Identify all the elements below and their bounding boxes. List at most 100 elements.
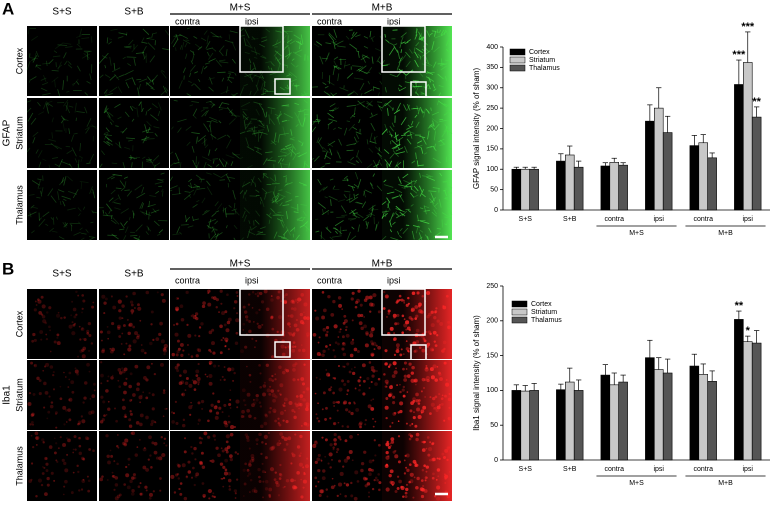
cell-dot <box>409 479 413 483</box>
cell-dot <box>334 433 337 436</box>
cell-dot <box>448 417 451 420</box>
cell-dot <box>360 377 362 379</box>
cell-dot <box>262 481 264 483</box>
cell-dot <box>406 347 409 350</box>
cell-dot <box>161 453 165 457</box>
cell-dot <box>333 448 335 450</box>
cell-dot <box>121 304 124 307</box>
cell-dot <box>140 413 144 417</box>
cell-dot <box>224 471 228 475</box>
cell-dot <box>148 435 152 439</box>
cell-dot <box>154 373 156 375</box>
cell-dot <box>318 481 320 483</box>
cell-dot <box>306 387 309 390</box>
cell-dot <box>139 423 143 427</box>
cell-dot <box>427 346 429 348</box>
cell-dot <box>151 441 154 444</box>
cell-dot <box>431 403 435 407</box>
cell-dot <box>63 372 65 374</box>
cell-dot <box>67 386 69 388</box>
cell-dot <box>35 431 39 435</box>
cell-dot <box>176 323 179 326</box>
bar <box>699 374 708 460</box>
cell-dot <box>110 450 112 452</box>
cell-dot <box>279 464 281 466</box>
cell-dot <box>323 309 327 313</box>
cell-dot <box>112 306 116 310</box>
cell-dot <box>422 378 425 381</box>
cell-dot <box>141 349 145 353</box>
cell-dot <box>385 385 387 387</box>
cell-dot <box>197 381 200 384</box>
cell-dot <box>244 346 247 349</box>
cell-dot <box>352 319 354 321</box>
cell-dot <box>443 341 447 345</box>
error-bar <box>558 384 563 390</box>
cell-dot <box>404 472 406 474</box>
cell-dot <box>246 409 250 413</box>
cell-dot <box>214 406 218 410</box>
cell-dot <box>264 289 268 293</box>
cell-dot <box>171 411 173 413</box>
micrograph-background <box>99 98 169 168</box>
cell-dot <box>349 371 352 374</box>
cell-dot <box>264 413 267 416</box>
cell-dot <box>352 459 354 461</box>
cell-dot <box>118 335 121 338</box>
cell-dot <box>329 452 333 456</box>
cell-dot <box>338 422 340 424</box>
cell-dot <box>248 293 251 296</box>
cell-dot <box>418 309 422 313</box>
row-label: Cortex <box>14 310 24 337</box>
cell-dot <box>50 351 52 353</box>
cell-dot <box>51 472 54 475</box>
cell-dot <box>385 417 387 419</box>
cell-dot <box>432 364 436 368</box>
cell-dot <box>401 331 404 334</box>
micrograph-background <box>27 431 97 501</box>
bar <box>521 391 530 460</box>
cell-dot <box>31 462 33 464</box>
group-header: M+B <box>372 3 393 14</box>
micrograph <box>382 98 452 168</box>
cell-dot <box>350 341 354 345</box>
micrograph <box>99 170 169 240</box>
row-label: Striatum <box>14 378 24 412</box>
cell-dot <box>157 291 159 293</box>
micrograph <box>240 289 310 359</box>
cell-dot <box>411 423 413 425</box>
x-tick-label: ipsi <box>653 466 664 473</box>
cell-dot <box>355 408 359 412</box>
cell-dot <box>131 399 133 401</box>
cell-dot <box>333 401 336 404</box>
cell-dot <box>426 448 428 450</box>
cell-dot <box>103 301 106 304</box>
micrograph <box>99 26 169 96</box>
cell-dot <box>300 397 303 400</box>
cell-dot <box>41 438 44 441</box>
y-axis-label: Iba1 signal intensity (% of sham) <box>472 315 481 431</box>
cell-dot <box>163 391 166 394</box>
cell-dot <box>224 447 228 451</box>
cell-dot <box>230 458 233 461</box>
cell-dot <box>215 447 218 450</box>
fiber <box>266 112 267 117</box>
cell-dot <box>119 493 122 496</box>
cell-dot <box>151 363 153 365</box>
error-bar <box>514 385 519 391</box>
cell-dot <box>386 451 389 454</box>
cell-dot <box>199 437 202 440</box>
cell-dot <box>222 466 225 469</box>
cell-dot <box>72 321 74 323</box>
cell-dot <box>438 458 440 460</box>
cell-dot <box>287 436 291 440</box>
cell-dot <box>77 356 79 358</box>
cell-dot <box>297 445 300 448</box>
cell-dot <box>406 340 408 342</box>
error-bar <box>531 383 536 390</box>
cell-dot <box>122 442 125 445</box>
cell-dot <box>101 340 103 342</box>
cell-dot <box>46 469 49 472</box>
cell-dot <box>208 489 212 493</box>
cell-dot <box>117 325 121 329</box>
